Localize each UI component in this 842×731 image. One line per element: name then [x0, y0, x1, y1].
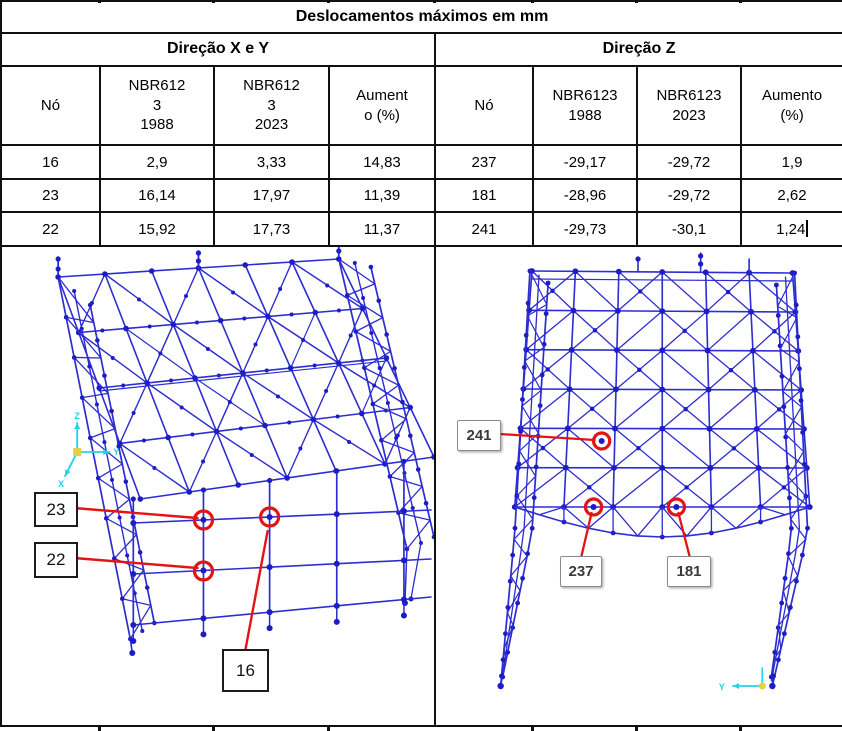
data-cell: 237 [434, 144, 534, 180]
table-border-stub [531, 0, 534, 3]
col-header-aumento-z: Aumento (%) [739, 65, 842, 147]
wireframe-front-view: Y [497, 252, 813, 692]
col-header-nbr2023-z: NBR6123 2023 [636, 65, 742, 147]
section-header-xy: Direção X e Y [0, 31, 436, 68]
table-border-stub [212, 727, 215, 731]
svg-text:Y: Y [113, 447, 119, 457]
node-label-22: 22 [34, 542, 78, 579]
data-cell: 11,37 [328, 211, 436, 248]
table-border-stub [327, 727, 330, 731]
table-border-stub [739, 727, 742, 731]
data-cell: 16,14 [99, 177, 215, 214]
figure-isometric-model: Z Y X 23 22 16 [3, 248, 433, 718]
table-border-stub [739, 0, 742, 3]
col-header-nbr2023-xy: NBR612 3 2023 [213, 65, 330, 147]
cell-text: 1,24 [776, 221, 806, 239]
data-cell: 2,9 [99, 144, 215, 180]
table-border-stub [98, 727, 101, 731]
node-label-16: 16 [222, 649, 269, 693]
node-label-181: 181 [667, 556, 711, 588]
col-header-nbr1988-xy: NBR612 3 1988 [99, 65, 215, 147]
data-cell: 22 [0, 211, 101, 248]
table-border-stub [531, 727, 534, 731]
text-cursor [806, 220, 808, 238]
data-cell: -29,17 [532, 144, 638, 180]
figure-cell-front: Y 241 237 181 [433, 245, 842, 727]
data-cell: 23 [0, 177, 101, 214]
figure-front-model: Y 241 237 181 [437, 248, 842, 718]
data-cell: 3,33 [213, 144, 330, 180]
data-cell: 1,9 [739, 144, 842, 180]
data-cell: -29,72 [636, 177, 742, 214]
data-cell: 15,92 [99, 211, 215, 248]
data-cell: 17,97 [213, 177, 330, 214]
svg-text:X: X [58, 479, 64, 489]
table-border-stub [327, 0, 330, 3]
table-border-stub [98, 0, 101, 3]
data-cell: -29,72 [636, 144, 742, 180]
table-title: Deslocamentos máximos em mm [0, 0, 842, 34]
data-cell: 181 [434, 177, 534, 214]
svg-text:Z: Z [74, 411, 80, 421]
col-header-no-xy: Nó [0, 65, 101, 147]
data-cell: 14,83 [328, 144, 436, 180]
figure-cell-isometric: Z Y X 23 22 16 [0, 245, 436, 727]
table-border-stub [635, 0, 638, 3]
node-label-237: 237 [560, 556, 602, 588]
col-header-nbr1988-z: NBR6123 1988 [532, 65, 638, 147]
wireframe-isometric-view: Z Y X [55, 248, 433, 657]
table-border-stub [635, 727, 638, 731]
node-label-241: 241 [457, 420, 501, 452]
data-cell: 2,62 [739, 177, 842, 214]
data-cell: -28,96 [532, 177, 638, 214]
svg-text:Y: Y [719, 682, 725, 692]
data-cell: 241 [434, 211, 534, 248]
data-cell: -30,1 [636, 211, 742, 248]
col-header-aumento-xy: Aument o (%) [328, 65, 436, 147]
data-cell: 17,73 [213, 211, 330, 248]
data-cell: 11,39 [328, 177, 436, 214]
data-cell: 16 [0, 144, 101, 180]
section-header-z: Direção Z [433, 31, 842, 68]
node-label-23: 23 [34, 492, 78, 528]
table-border-stub [433, 0, 436, 3]
data-cell-active[interactable]: 1,24 [739, 211, 842, 248]
table-border-stub [212, 0, 215, 3]
col-header-no-z: Nó [434, 65, 534, 147]
data-cell: -29,73 [532, 211, 638, 248]
